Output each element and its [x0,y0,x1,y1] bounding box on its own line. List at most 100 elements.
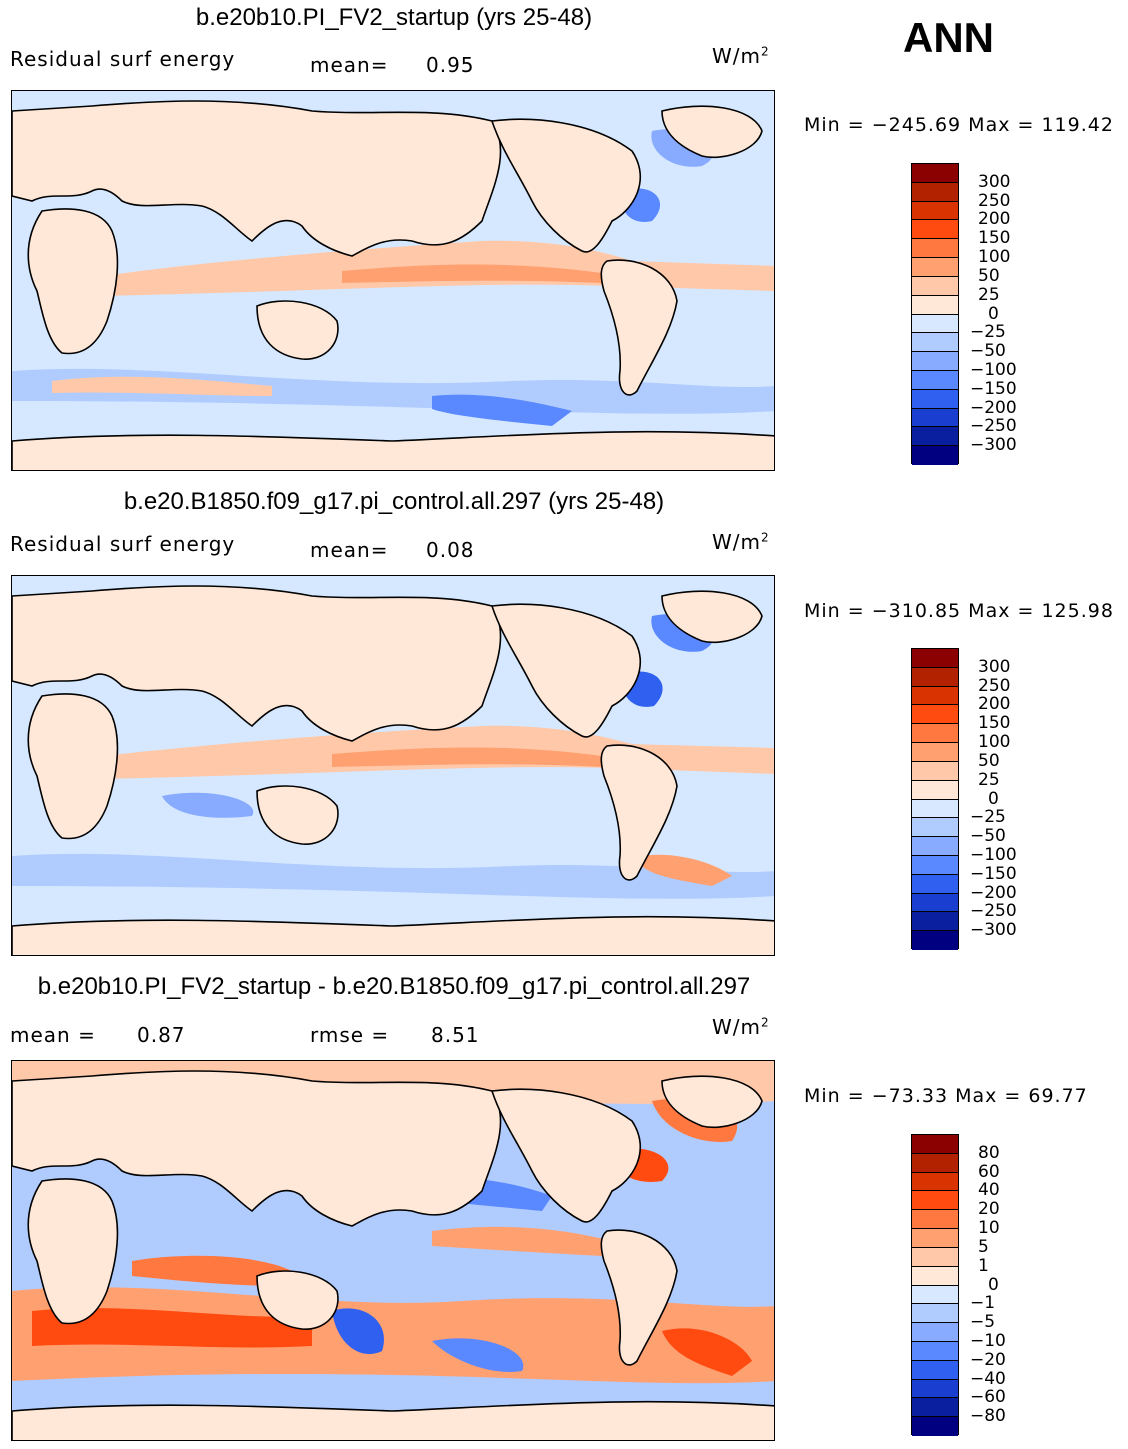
colorbar-tick-label: 5 [978,1236,989,1257]
panel1-colorbar [911,163,959,465]
colorbar-tick-label: 0 [988,303,999,324]
colorbar-tick-label: −40 [970,1368,1006,1389]
colorbar-segment [912,686,958,706]
season-label: ANN [903,14,994,61]
panel3-colorbar [911,1134,959,1436]
colorbar-segment [912,370,958,390]
colorbar-tick-label: −150 [970,378,1017,399]
panel2-mean-value: 0.08 [426,538,475,562]
colorbar-tick-label: −25 [970,322,1006,343]
colorbar-tick-label: 40 [978,1180,1000,1201]
colorbar-tick-label: 100 [978,247,1011,268]
colorbar-tick-label: −60 [970,1387,1006,1408]
colorbar-tick-label: −1 [970,1293,996,1314]
panel3-units: W/m2 [712,1015,770,1039]
colorbar-segment [912,1135,958,1154]
colorbar-segment [912,1210,958,1230]
colorbar-segment [912,446,958,465]
panel1-title: b.e20b10.PI_FV2_startup (yrs 25-48) [195,4,593,31]
colorbar-segment [912,649,958,668]
colorbar-segment [912,1191,958,1211]
colorbar-tick-label: −20 [970,1349,1006,1370]
colorbar-tick-label: 25 [978,284,1000,305]
colorbar-tick-label: 200 [978,694,1011,715]
panel1-map-svg [12,91,774,470]
colorbar-tick-label: −100 [970,359,1017,380]
colorbar-segment [912,258,958,277]
colorbar-tick-label: 150 [978,228,1011,249]
colorbar-tick-label: 60 [978,1161,1000,1182]
colorbar-segment [912,818,958,838]
colorbar-tick-label: −300 [970,920,1017,941]
colorbar-tick-label: −5 [970,1312,996,1333]
panel1-mean-value: 0.95 [426,53,475,77]
colorbar-segment [912,1379,958,1399]
colorbar-segment [912,780,958,800]
panel2-mean-label: mean= [310,538,389,562]
colorbar-segment [912,1323,958,1342]
panel3-map [11,1060,775,1441]
panel1-minmax: Min = −245.69 Max = 119.42 [804,114,1114,136]
colorbar-tick-label: 200 [978,209,1011,230]
panel1-mean-label: mean= [310,53,389,77]
colorbar-tick-label: −250 [970,416,1017,437]
colorbar-segment [912,1417,958,1436]
colorbar-segment [912,667,958,687]
colorbar-segment [912,931,958,950]
panel3-map-svg [12,1061,774,1440]
colorbar-tick-label: 300 [978,656,1011,677]
panel2-colorbar [911,648,959,950]
colorbar-segment [912,389,958,409]
colorbar-tick-label: −150 [970,863,1017,884]
colorbar-tick-label: 50 [978,750,1000,771]
colorbar-segment [912,1285,958,1305]
colorbar-segment [912,164,958,183]
panel3-title: b.e20b10.PI_FV2_startup - b.e20.B1850.f0… [37,973,751,1000]
colorbar-segment [912,1153,958,1173]
colorbar-tick-label: −50 [970,341,1006,362]
colorbar-tick-label: 150 [978,713,1011,734]
colorbar-segment [912,352,958,371]
colorbar-tick-label: −250 [970,901,1017,922]
colorbar-segment [912,1341,958,1361]
panel1-units: W/m2 [712,44,770,68]
colorbar-segment [912,427,958,447]
colorbar-tick-label: −200 [970,882,1017,903]
panel2-units: W/m2 [712,530,770,554]
colorbar-segment [912,295,958,315]
colorbar-segment [912,724,958,744]
panel2-map-svg [12,576,774,955]
colorbar-segment [912,912,958,932]
colorbar-segment [912,182,958,202]
colorbar-tick-label: 20 [978,1199,1000,1220]
colorbar-segment [912,874,958,894]
panel2-variable: Residual surf energy [10,532,236,556]
panel2-title: b.e20.B1850.f09_g17.pi_control.all.297 (… [123,488,665,515]
colorbar-segment [912,408,958,428]
colorbar-tick-label: −50 [970,826,1006,847]
colorbar-tick-label: 0 [988,788,999,809]
panel1-variable: Residual surf energy [10,47,236,71]
colorbar-segment [912,799,958,819]
colorbar-tick-label: −300 [970,435,1017,456]
colorbar-tick-label: −25 [970,807,1006,828]
colorbar-tick-label: 250 [978,675,1011,696]
colorbar-segment [912,743,958,762]
colorbar-segment [912,314,958,334]
colorbar-tick-label: 80 [978,1142,1000,1163]
colorbar-tick-label: −100 [970,844,1017,865]
colorbar-tick-label: 250 [978,190,1011,211]
panel2-map [11,575,775,956]
colorbar-segment [912,893,958,913]
colorbar-segment [912,239,958,259]
colorbar-tick-label: 1 [978,1255,989,1276]
colorbar-segment [912,837,958,856]
colorbar-segment [912,1360,958,1380]
colorbar-tick-label: 0 [988,1274,999,1295]
colorbar-tick-label: 25 [978,769,1000,790]
colorbar-segment [912,705,958,725]
colorbar-tick-label: 50 [978,265,1000,286]
colorbar-tick-label: 100 [978,732,1011,753]
colorbar-segment [912,220,958,240]
colorbar-tick-label: −10 [970,1330,1006,1351]
